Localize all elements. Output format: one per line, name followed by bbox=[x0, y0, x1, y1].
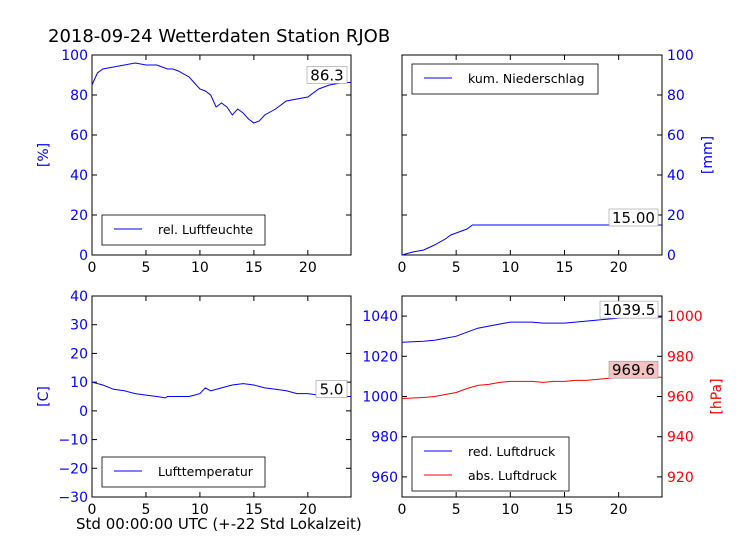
panel-top-right: 0 5 10 15 20 0 20 40 60 80 100 [mm] 15.00 kum. Nieder… bbox=[398, 48, 716, 276]
y-tick-label: −30 bbox=[58, 490, 88, 506]
y-tick-label: 0 bbox=[667, 248, 676, 264]
legend-label: rel. Luftfeuchte bbox=[158, 222, 253, 237]
y-tick-label-right: 920 bbox=[667, 470, 694, 486]
x-tick-label: 0 bbox=[88, 502, 97, 518]
value-annotation: 1039.5 bbox=[603, 301, 656, 319]
x-tick-label: 15 bbox=[556, 502, 574, 518]
series-line-1 bbox=[91, 62, 352, 124]
legend-box bbox=[411, 436, 570, 492]
value-annotation-box bbox=[608, 208, 659, 227]
y-tick-label: 0 bbox=[79, 248, 88, 264]
x-tick-label: 15 bbox=[556, 260, 574, 276]
y-axis-label: [%] bbox=[36, 143, 52, 167]
figure-title: 2018-09-24 Wetterdaten Station RJOB bbox=[48, 26, 391, 47]
value-annotation: 86.3 bbox=[310, 66, 343, 84]
y-tick-label: 60 bbox=[70, 128, 88, 144]
value-annotation: 969.6 bbox=[612, 361, 655, 379]
series-line-2 bbox=[401, 376, 662, 399]
plot-frame bbox=[401, 54, 663, 256]
x-tick-label: 10 bbox=[191, 260, 209, 276]
x-tick-label: 0 bbox=[398, 260, 407, 276]
x-tick-label: 5 bbox=[452, 260, 461, 276]
y-tick-label: 30 bbox=[70, 318, 88, 334]
y-tick-label: 1040 bbox=[362, 309, 398, 325]
x-tick-label: 20 bbox=[299, 260, 317, 276]
y-tick-label-right: 940 bbox=[667, 430, 694, 446]
y-tick-label-right: 960 bbox=[667, 390, 694, 406]
y-tick-label-right: 980 bbox=[667, 349, 694, 365]
x-tick-label: 10 bbox=[501, 260, 519, 276]
x-tick-label: 10 bbox=[501, 502, 519, 518]
legend-label: kum. Niederschlag bbox=[468, 71, 585, 86]
legend-box bbox=[101, 456, 266, 488]
legend-box bbox=[101, 214, 266, 246]
y-tick-label: 10 bbox=[70, 375, 88, 391]
x-tick-label: 10 bbox=[191, 502, 209, 518]
x-tick-label: 0 bbox=[398, 502, 407, 518]
value-annotation: 5.0 bbox=[320, 381, 344, 399]
y-tick-label: 60 bbox=[667, 128, 685, 144]
value-annotation-box bbox=[315, 380, 348, 398]
y-axis-label: [mm] bbox=[700, 136, 716, 174]
value-annotation: 15.00 bbox=[612, 209, 655, 227]
series-line-1 bbox=[91, 381, 351, 399]
value-annotation-box bbox=[599, 300, 659, 319]
panel-top-left: 0 5 10 15 20 0 20 40 60 80 100 [%] 86.3 rel. Luftfeuc… bbox=[36, 48, 352, 276]
panel-bottom-right: 0 5 10 15 20 960 980 1000 1020 1040 920 940 960 980 10… bbox=[362, 295, 725, 518]
y-tick-label: 40 bbox=[70, 168, 88, 184]
y-tick-label: 20 bbox=[70, 346, 88, 362]
panel-bottom-left: 0 5 10 15 20 −30 −20 −10 0 10 20 30 40 [C] 5.0 Lufttemp… bbox=[36, 289, 352, 518]
x-tick-label: 20 bbox=[610, 260, 628, 276]
y-tick-label: −20 bbox=[58, 461, 88, 477]
legend-label: red. Luftdruck bbox=[468, 444, 556, 459]
x-tick-label: 15 bbox=[245, 260, 263, 276]
y-axis-label: [C] bbox=[36, 386, 52, 407]
y-tick-label: 80 bbox=[667, 88, 685, 104]
x-tick-label: 15 bbox=[245, 502, 263, 518]
x-tick-label: 5 bbox=[141, 260, 150, 276]
y-tick-label: 960 bbox=[371, 470, 398, 486]
y-tick-label: 1000 bbox=[362, 390, 398, 406]
series-line-1 bbox=[401, 224, 662, 256]
y-tick-label-right: 1000 bbox=[667, 309, 703, 325]
y-tick-label: −10 bbox=[58, 433, 88, 449]
y-tick-label: 1020 bbox=[362, 349, 398, 365]
x-axis-caption: Std 00:00:00 UTC (+-22 Std Lokalzeit) bbox=[76, 515, 362, 533]
y-tick-label: 100 bbox=[667, 48, 694, 64]
y-tick-label: 80 bbox=[70, 88, 88, 104]
x-tick-label: 5 bbox=[141, 502, 150, 518]
x-tick-label: 5 bbox=[452, 502, 461, 518]
y-tick-label: 20 bbox=[667, 208, 685, 224]
legend-label: abs. Luftdruck bbox=[468, 468, 558, 483]
y-tick-label: 0 bbox=[79, 404, 88, 420]
y-tick-label: 40 bbox=[667, 168, 685, 184]
series-line-1 bbox=[401, 316, 662, 343]
y-tick-label: 40 bbox=[70, 289, 88, 305]
y-tick-label: 980 bbox=[371, 430, 398, 446]
x-tick-label: 20 bbox=[299, 502, 317, 518]
y-tick-label: 100 bbox=[61, 48, 88, 64]
plot-frame bbox=[91, 54, 352, 256]
y-tick-label: 20 bbox=[70, 208, 88, 224]
value-annotation-box bbox=[306, 66, 348, 84]
legend-label: Lufttemperatur bbox=[158, 464, 254, 479]
x-tick-label: 0 bbox=[88, 260, 97, 276]
legend-box bbox=[411, 63, 599, 95]
value-annotation-box bbox=[608, 360, 659, 379]
y-axis-label: [hPa] bbox=[709, 378, 725, 414]
x-tick-label: 20 bbox=[610, 502, 628, 518]
